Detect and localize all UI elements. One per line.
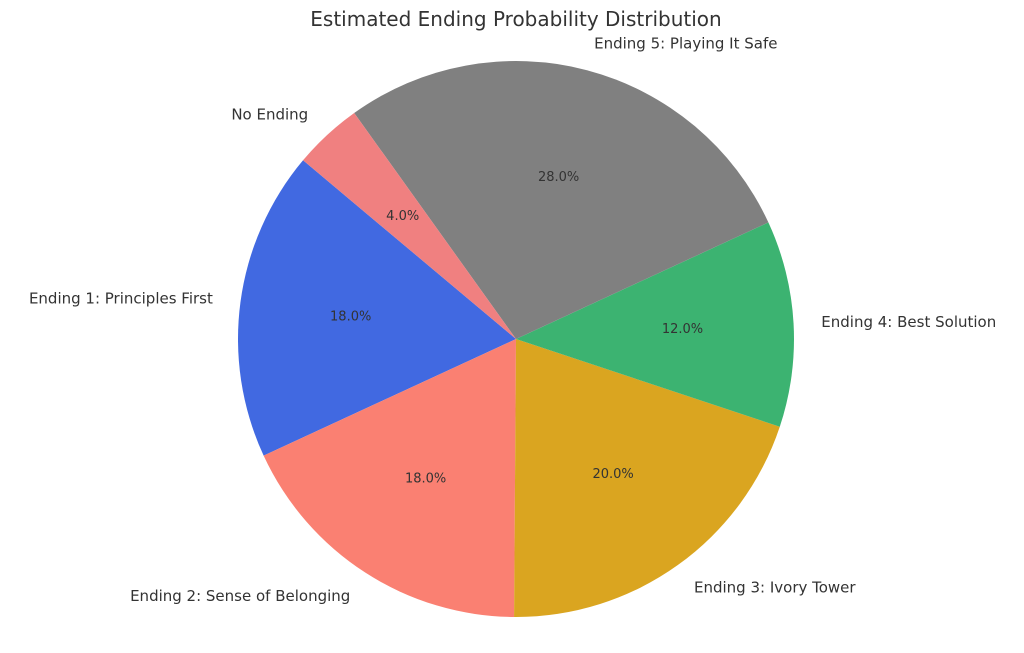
slice-label: No Ending xyxy=(231,106,308,124)
slice-percent-label: 18.0% xyxy=(405,472,446,487)
pie-slice xyxy=(514,339,780,617)
chart-title: Estimated Ending Probability Distributio… xyxy=(310,7,721,31)
pie-labels: Ending 1: Principles First 18.0% Ending 2:… xyxy=(29,34,996,605)
pie-slice xyxy=(354,61,769,339)
slice-label: Ending 4: Best Solution xyxy=(821,313,996,331)
slice-label: Ending 2: Sense of Belonging xyxy=(130,587,350,605)
slice-percent-label: 20.0% xyxy=(592,467,633,482)
slice-percent-label: 28.0% xyxy=(538,170,579,185)
pie-slice xyxy=(263,339,516,617)
pie-slice xyxy=(303,112,516,340)
slice-percent-label: 4.0% xyxy=(386,209,419,224)
slice-label: Ending 5: Playing It Safe xyxy=(594,34,777,52)
pie-slice xyxy=(516,222,795,427)
slice-label: Ending 3: Ivory Tower xyxy=(694,579,856,597)
slice-label: Ending 1: Principles First xyxy=(29,290,213,308)
pie-slice xyxy=(238,160,516,456)
slice-percent-label: 12.0% xyxy=(662,322,703,337)
slice-percent-label: 18.0% xyxy=(330,309,371,324)
pie-slices xyxy=(238,61,795,617)
